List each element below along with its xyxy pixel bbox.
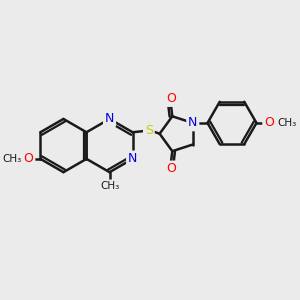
Text: S: S bbox=[145, 124, 153, 137]
Text: O: O bbox=[166, 162, 176, 176]
Text: O: O bbox=[264, 116, 274, 130]
Text: CH₃: CH₃ bbox=[278, 118, 297, 128]
Text: N: N bbox=[188, 116, 197, 130]
Text: CH₃: CH₃ bbox=[3, 154, 22, 164]
Text: N: N bbox=[105, 112, 114, 125]
Text: CH₃: CH₃ bbox=[100, 181, 119, 191]
Text: O: O bbox=[166, 92, 176, 105]
Text: O: O bbox=[24, 152, 34, 165]
Text: N: N bbox=[128, 152, 137, 165]
